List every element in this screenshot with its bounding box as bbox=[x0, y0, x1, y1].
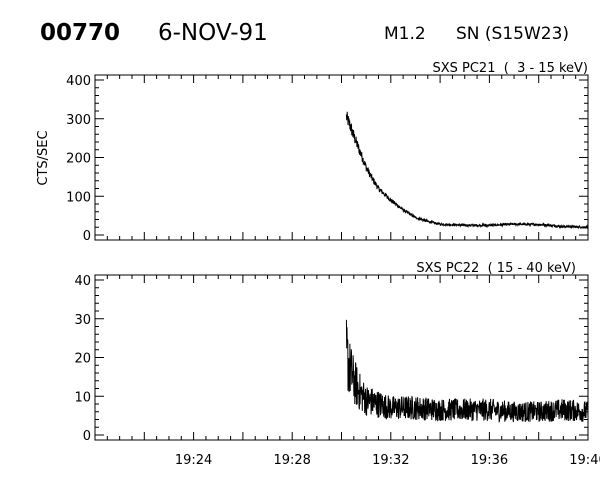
series-line-pc21 bbox=[345, 111, 589, 230]
x-tick-label: 19:32 bbox=[372, 453, 409, 468]
y-ticks-pc22: 0 10 20 30 40 bbox=[74, 274, 588, 444]
y-tick-label: 400 bbox=[66, 74, 91, 89]
y-tick-label: 300 bbox=[66, 113, 91, 128]
y-tick-label: 30 bbox=[74, 313, 91, 328]
y-tick-label: 100 bbox=[66, 190, 91, 205]
y-ticks-pc21: 0 100 200 300 400 bbox=[66, 74, 588, 244]
y-axis-label: CTS/SEC bbox=[36, 130, 51, 185]
y-tick-label: 20 bbox=[74, 352, 91, 367]
panel-title-pc21: SXS PC21 ( 3 - 15 keV) bbox=[432, 61, 588, 76]
x-ticks-pc21 bbox=[94, 75, 589, 240]
chart-panel-pc21: SXS PC21 ( 3 - 15 keV) CTS/SEC 0 100 200 30… bbox=[36, 61, 589, 244]
event-date: 6-NOV-91 bbox=[158, 20, 268, 46]
panel-title-pc22: SXS PC22 ( 15 - 40 keV) bbox=[416, 261, 576, 276]
x-tick-label: 19:40 bbox=[569, 453, 600, 468]
y-tick-label: 40 bbox=[74, 274, 91, 289]
series-line-pc22 bbox=[345, 319, 589, 424]
flare-location: SN (S15W23) bbox=[456, 24, 569, 44]
event-id: 00770 bbox=[40, 20, 120, 46]
chart-panel-pc22: SXS PC22 ( 15 - 40 keV) 0 10 20 30 40 19:24 1… bbox=[74, 261, 600, 468]
x-tick-label: 19:36 bbox=[471, 453, 508, 468]
y-tick-label: 0 bbox=[83, 429, 91, 444]
y-tick-label: 200 bbox=[66, 152, 91, 167]
y-tick-label: 0 bbox=[83, 229, 91, 244]
flare-class: M1.2 bbox=[384, 24, 426, 44]
y-tick-label: 10 bbox=[74, 390, 91, 405]
plot-frame-pc22 bbox=[94, 274, 589, 441]
x-tick-label: 19:28 bbox=[273, 453, 310, 468]
plot-frame-pc21 bbox=[94, 74, 589, 241]
x-tick-label: 19:24 bbox=[175, 453, 212, 468]
